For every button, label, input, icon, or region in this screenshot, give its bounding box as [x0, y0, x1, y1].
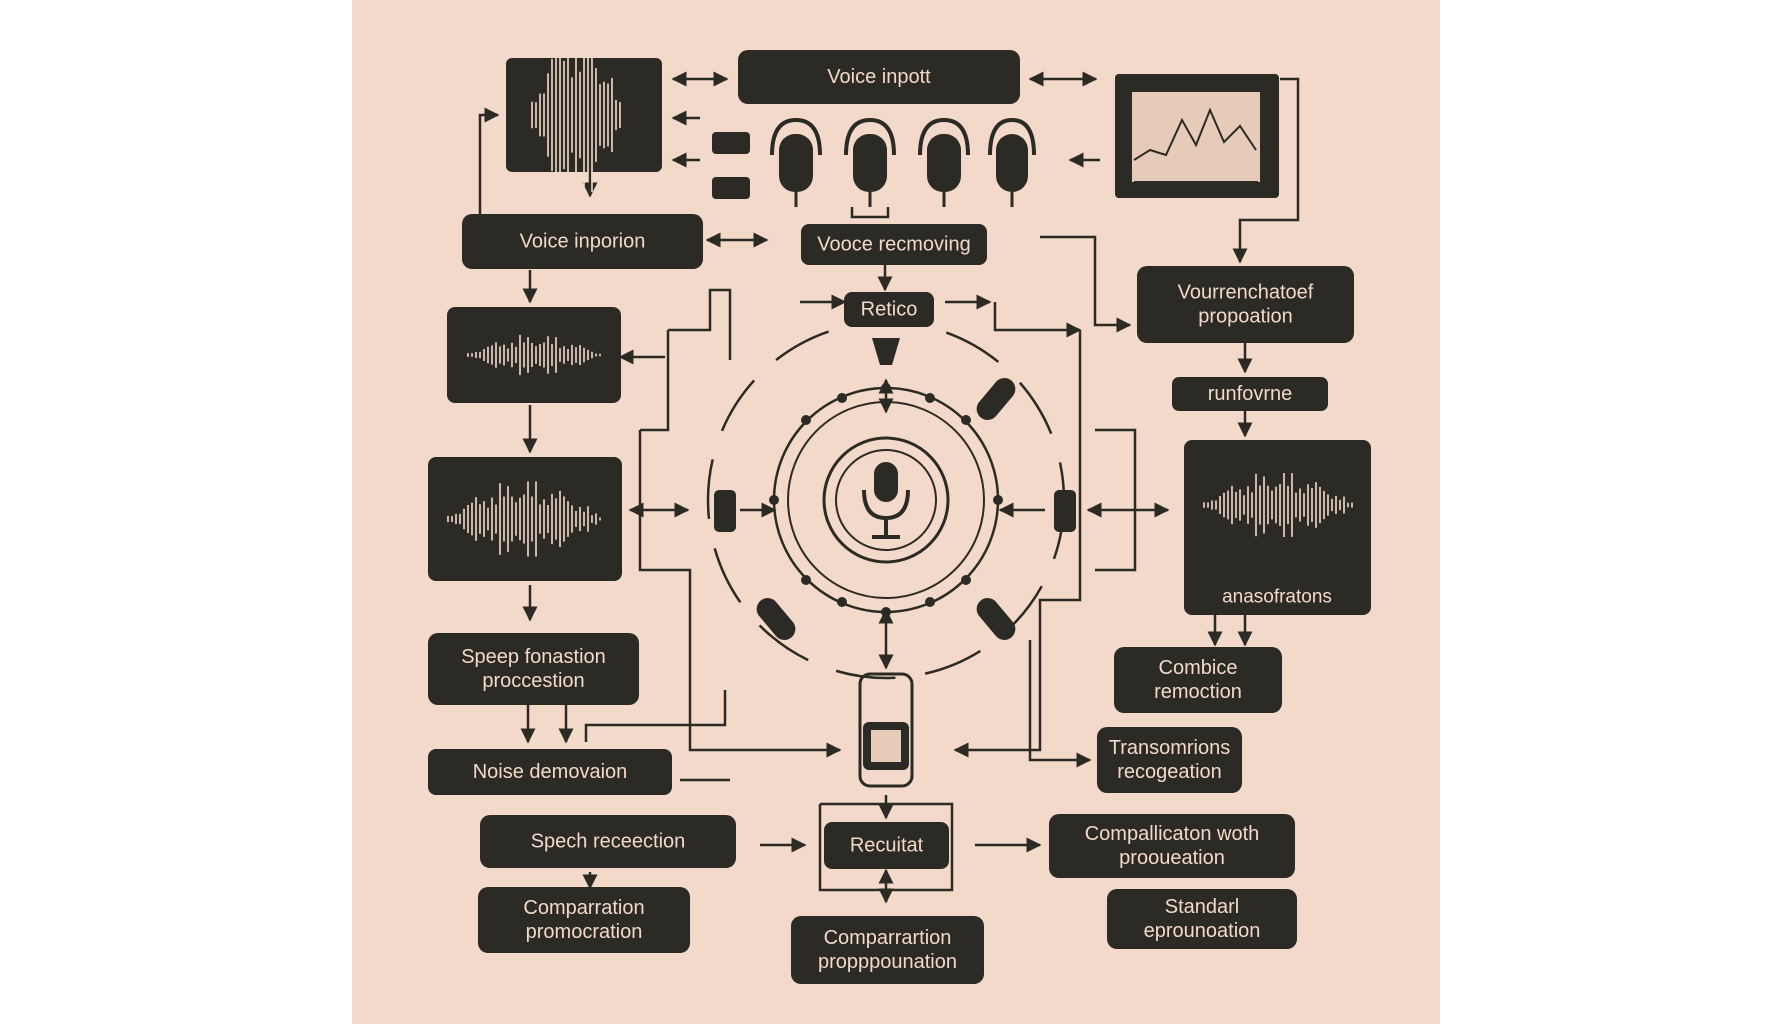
node-label-line: promocration	[526, 921, 643, 943]
node-retico: Retico	[844, 292, 934, 327]
node-label-line: Retico	[861, 299, 918, 321]
connector-icon	[1054, 490, 1076, 532]
node-label-line: Spech receection	[531, 831, 686, 853]
node-label-line: Voоce recmoving	[817, 234, 970, 256]
node-voice-recmoving: Voоce recmoving	[801, 224, 987, 265]
microphone-icon	[988, 117, 1036, 207]
waveform-panel-right: anasofratons	[1184, 440, 1371, 615]
node-label-line: Compallicaton woth	[1085, 823, 1260, 845]
node-label-line: remoction	[1154, 681, 1242, 703]
node-label-line: Transomrions	[1109, 737, 1231, 759]
node-label-line: propppounation	[818, 951, 957, 973]
node-label-line: eprounoation	[1144, 920, 1261, 942]
connector-icon	[976, 378, 1016, 420]
node-label-line: Noise demovaion	[473, 761, 628, 783]
node-label-line: Speep fonastion	[461, 646, 606, 668]
microphone-row	[712, 117, 1036, 219]
node-recuitat: Recuitat	[824, 822, 949, 869]
connectors	[478, 71, 1300, 904]
funnel-icon	[872, 338, 900, 365]
microphone-icon	[918, 117, 970, 207]
node-label-line: prooueation	[1119, 847, 1225, 869]
speaker-icon	[712, 132, 750, 154]
waveform-panel-left-1	[447, 307, 621, 403]
node-voice-input: Voice inpott	[738, 50, 1020, 104]
node-label-line: Combice	[1159, 657, 1238, 679]
microphone-icon	[844, 117, 896, 207]
node-label-line: runfovrne	[1208, 383, 1293, 405]
waveform-panel-left-2	[428, 457, 622, 581]
node-voice-inporion: Voice inporion	[462, 214, 703, 269]
node-label-line: Comparrartion	[824, 927, 952, 949]
node-label-line: Voice inporion	[520, 231, 646, 253]
microphone-icon	[770, 117, 822, 207]
line-chart-panel	[1115, 74, 1279, 198]
node-label-line: Standarl	[1165, 896, 1240, 918]
node-label-line: Voice inpott	[827, 66, 931, 88]
speaker-icon	[712, 177, 750, 199]
connector-icon	[976, 598, 1016, 640]
connector-icon	[756, 598, 796, 640]
node-noise-demovaion: Noise demovaion	[428, 749, 672, 795]
recuitat-frame	[818, 802, 954, 892]
node-spech-recection: Spech receection	[480, 815, 736, 868]
node-label-line: Vourrenchatoef	[1178, 282, 1314, 304]
node-label-line: proccestion	[482, 670, 584, 692]
central-hub	[706, 320, 1076, 680]
microphone-icon	[862, 462, 910, 539]
waveform-panel-top-left	[506, 14, 662, 216]
node-runfovrne: runfovrne	[1172, 377, 1328, 411]
node-label-line: Comparration	[523, 897, 644, 919]
node-label-line: Recuitat	[850, 835, 924, 857]
chip-icon	[858, 672, 914, 788]
connector-icon	[714, 490, 736, 532]
node-label-line: recogeation	[1117, 761, 1222, 783]
node-label-line: propoation	[1198, 306, 1293, 328]
node-anasofratons: anasofratons	[1222, 587, 1332, 608]
